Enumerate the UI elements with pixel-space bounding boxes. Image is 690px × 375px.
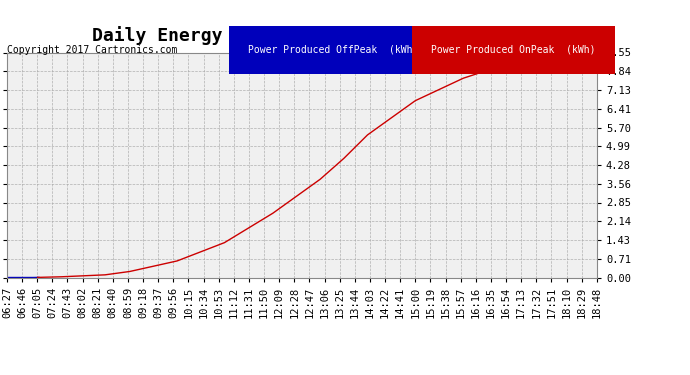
Text: Power Produced OffPeak  (kWh): Power Produced OffPeak (kWh) xyxy=(248,45,419,55)
Text: Copyright 2017 Cartronics.com: Copyright 2017 Cartronics.com xyxy=(7,45,177,55)
Text: Power Produced OnPeak  (kWh): Power Produced OnPeak (kWh) xyxy=(431,45,595,55)
Text: Daily Energy Production Thu Sep 7 18:58: Daily Energy Production Thu Sep 7 18:58 xyxy=(92,26,515,45)
